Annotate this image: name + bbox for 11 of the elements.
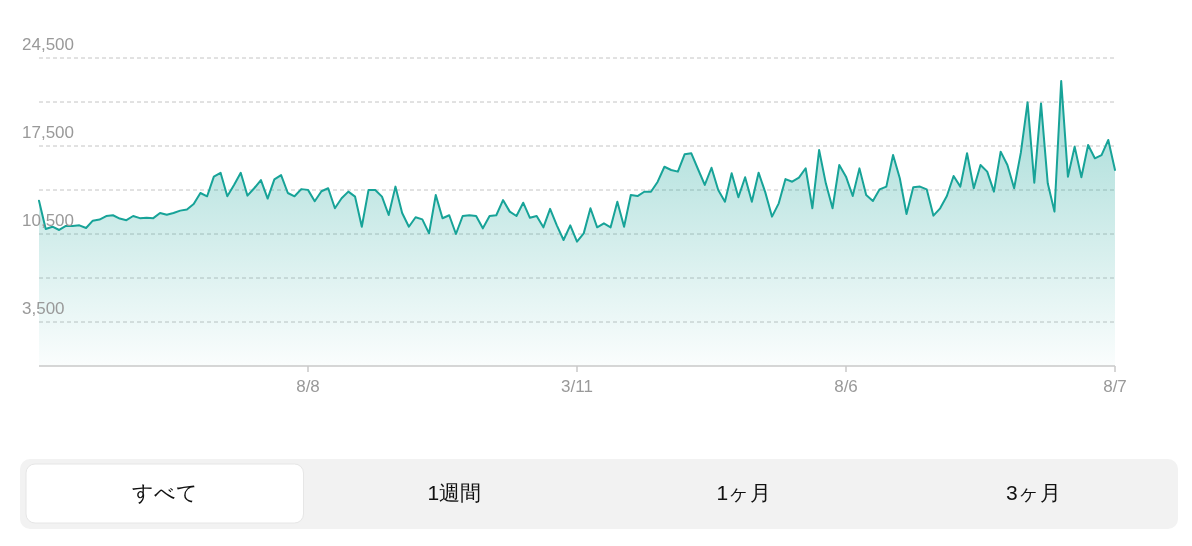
text: 3ヶ月 [1005, 481, 1061, 504]
text: 1週間 [427, 481, 482, 504]
y-tick-label: 24,500 [22, 35, 74, 54]
text: すべて [131, 481, 198, 504]
text: 1ヶ月 [716, 481, 772, 504]
x-tick-label: 3/11 [561, 377, 593, 396]
x-tick-label: 8/6 [834, 377, 858, 396]
x-tick-label: 8/7 [1103, 377, 1127, 396]
x-tick-label: 8/8 [296, 377, 320, 396]
y-tick-label: 3,500 [22, 299, 65, 318]
y-tick-label: 17,500 [22, 123, 74, 142]
